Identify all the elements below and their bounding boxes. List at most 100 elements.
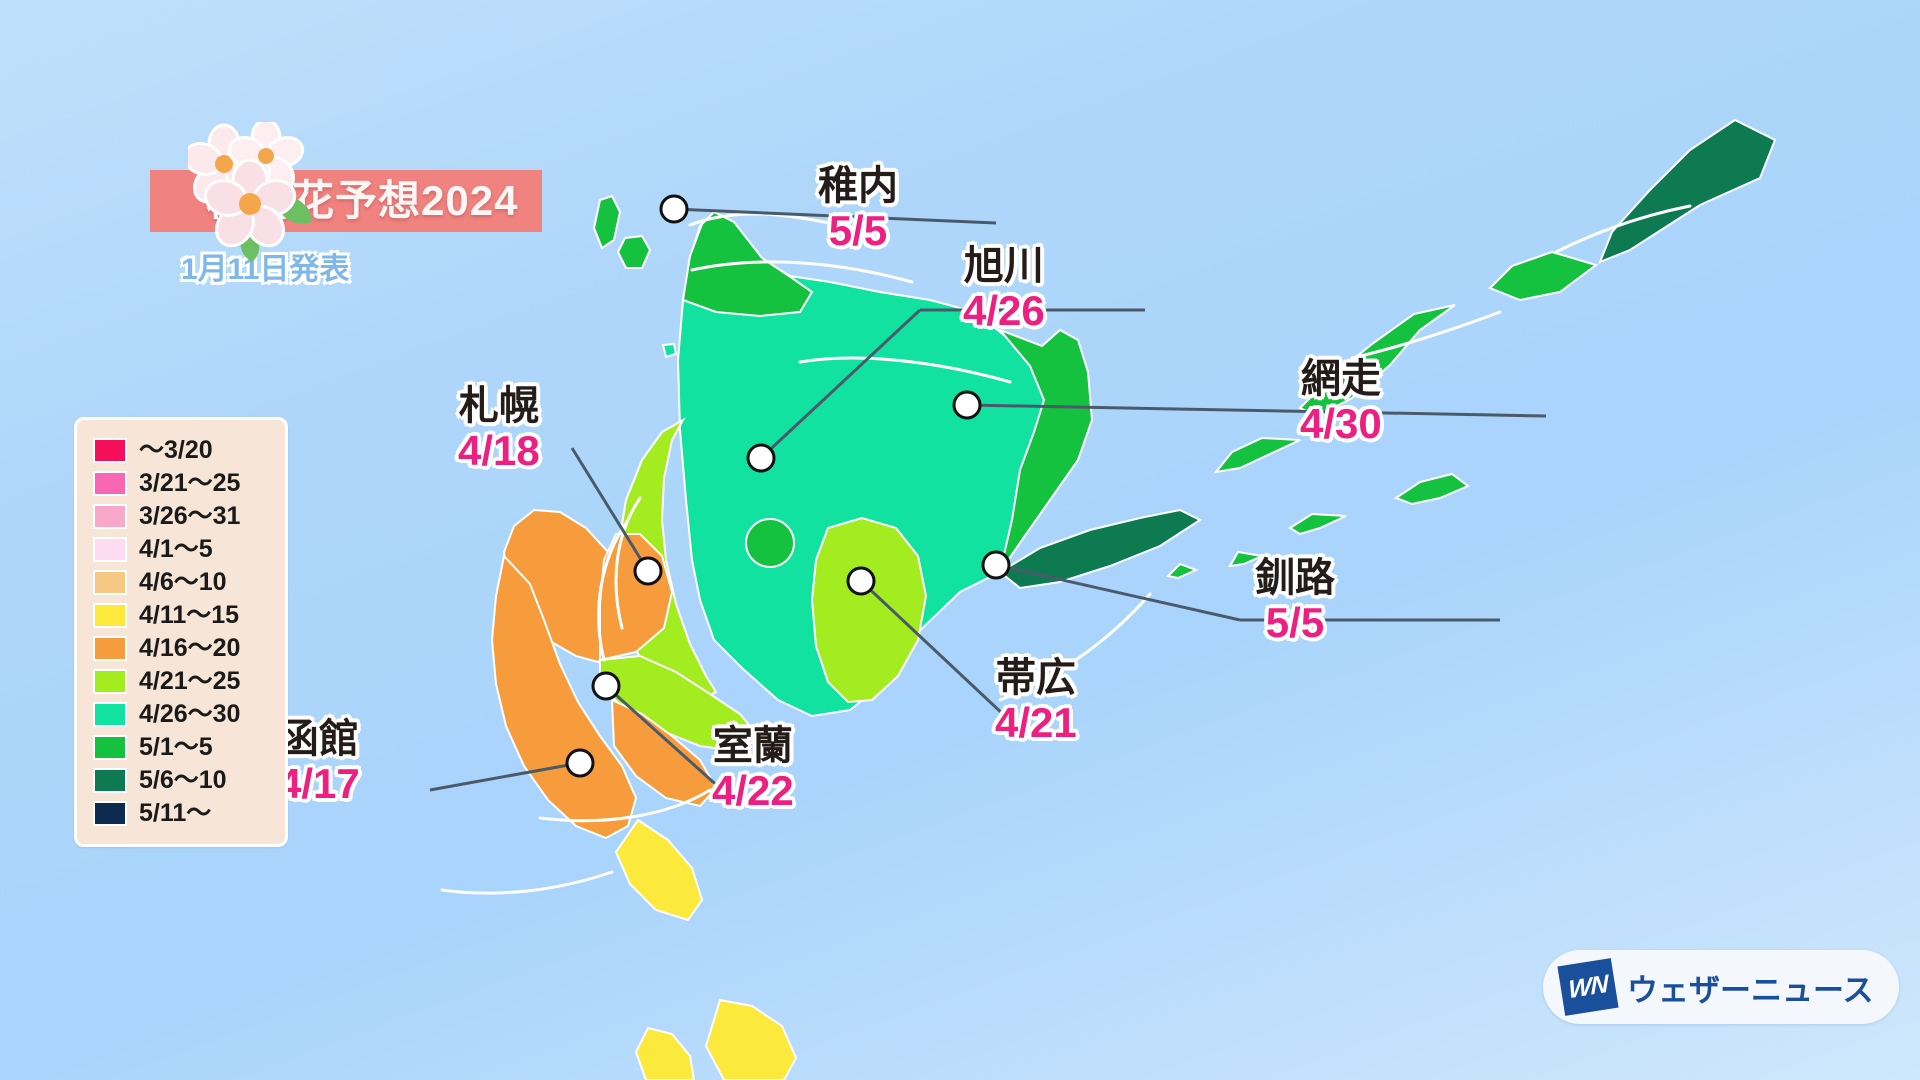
city-dot-obihiro	[846, 566, 876, 596]
city-dot-wakkanai	[659, 194, 689, 224]
isoline-sapporo	[614, 496, 642, 630]
city-name: 函館	[278, 717, 359, 761]
legend-swatch	[93, 504, 127, 529]
weathernews-logo[interactable]: WN ウェザーニュース	[1543, 950, 1900, 1024]
city-bloom-date: 4/22	[712, 767, 794, 814]
region-alpine-dot	[745, 518, 795, 568]
legend-label: 4/11〜15	[139, 601, 240, 629]
region-5-6-10-southeast	[998, 508, 1203, 590]
isoline-south	[538, 788, 712, 823]
legend-swatch	[93, 669, 127, 694]
isoline-north-2	[690, 260, 914, 284]
announcement-date: 1月11日発表	[181, 253, 350, 286]
legend-row: 5/6〜10	[93, 764, 273, 797]
island-habomai-a	[1288, 512, 1347, 536]
cherry-blossom-icon	[188, 122, 312, 262]
title-banner: 桜開花予想2024	[150, 122, 542, 262]
legend-row: 4/6〜10	[93, 566, 273, 599]
legend-row: 〜3/20	[93, 434, 273, 467]
isoline-southwest	[440, 870, 614, 895]
legend-label: 5/1〜5	[139, 733, 213, 761]
legend-row: 3/21〜25	[93, 467, 273, 500]
city-name: 網走	[1300, 357, 1381, 401]
legend-swatch	[93, 768, 127, 793]
legend-label: 3/21〜25	[139, 469, 241, 497]
city-name: 旭川	[963, 244, 1044, 288]
legend-swatch	[93, 603, 127, 628]
island-group-northeast	[1165, 118, 1777, 580]
city-dot-abashiri	[952, 390, 982, 420]
city-dot-kushiro	[981, 550, 1011, 580]
city-label-group: 釧路 5/5	[1255, 557, 1335, 645]
island-okushiri-dot-a	[661, 342, 678, 359]
city-dot-muroran	[591, 671, 621, 701]
city-bloom-date: 4/26	[963, 287, 1045, 334]
city-bloom-date: 4/17	[278, 760, 360, 807]
city-label-group: 室蘭 4/22	[712, 725, 794, 813]
island-shikotan	[1393, 472, 1470, 506]
isoline-northeast	[1554, 204, 1692, 254]
legend-swatch	[93, 636, 127, 661]
city-marker-group	[565, 194, 1011, 778]
wn-logo-text: WN	[1568, 969, 1608, 1004]
island-etorofu-tip	[1488, 250, 1599, 302]
legend-row: 4/21〜25	[93, 665, 273, 698]
legend-label: 4/16〜20	[139, 634, 241, 662]
legend-label: 3/26〜31	[139, 502, 241, 530]
brand-name: ウェザーニュース	[1627, 972, 1874, 1008]
region-4-11-15-south-b	[704, 998, 798, 1080]
region-4-16-20-oshima-south	[490, 553, 638, 840]
city-name: 稚内	[818, 164, 898, 208]
city-dot-sapporo	[633, 556, 663, 586]
region-4-11-15-south-c	[634, 1026, 696, 1080]
city-label-group: 帯広 4/21	[995, 657, 1077, 745]
legend-label: 4/6〜10	[139, 568, 227, 596]
title-block: 桜開花予想2024 1月11日発表	[55, 122, 575, 288]
isoline-kuril	[1350, 310, 1502, 360]
legend-row: 3/26〜31	[93, 500, 273, 533]
legend-label: 5/6〜10	[139, 766, 227, 794]
isoline-east	[998, 592, 1152, 702]
leader-line-muroran	[604, 684, 724, 792]
city-name: 釧路	[1255, 556, 1335, 600]
leader-line-hakodate	[429, 761, 581, 792]
leader-line-group	[429, 207, 1547, 792]
legend-row: 4/11〜15	[93, 599, 273, 632]
legend-label: 〜3/20	[139, 436, 213, 464]
island-small-offshore	[1165, 562, 1199, 580]
isoline-west	[798, 356, 1012, 384]
leader-line-obihiro	[859, 579, 1007, 718]
region-4-21-25-obihiro	[810, 516, 928, 704]
city-bloom-date: 4/18	[458, 427, 540, 474]
island-chain-b	[1213, 436, 1301, 474]
legend-swatch	[93, 537, 127, 562]
city-dot-asahikawa	[746, 443, 776, 473]
legend-swatch	[93, 702, 127, 727]
island-rishiri	[616, 234, 652, 269]
city-label-group: 稚内 5/5	[818, 165, 898, 253]
city-dot-hakodate	[565, 748, 595, 778]
legend-label: 5/11〜	[139, 799, 212, 827]
city-bloom-date: 4/30	[1300, 400, 1382, 447]
legend-row: 4/26〜30	[93, 698, 273, 731]
legend-swatch	[93, 438, 127, 463]
legend-panel: 〜3/20 3/21〜25 3/26〜31 4/1〜5 4/6〜10 4/11〜15 4/1…	[74, 417, 288, 847]
legend-label: 4/1〜5	[139, 535, 213, 563]
city-label-group: 旭川 4/26	[963, 245, 1045, 333]
isoline-westcoast	[597, 518, 630, 662]
leader-line-asahikawa	[759, 308, 922, 460]
legend-row: 4/16〜20	[93, 632, 273, 665]
island-rebun	[592, 194, 622, 250]
city-bloom-date: 5/5	[828, 207, 888, 254]
leader-line-wakkanai	[673, 207, 997, 225]
legend-row: 4/1〜5	[93, 533, 273, 566]
legend-row: 5/1〜5	[93, 731, 273, 764]
region-5-1-5-east	[996, 327, 1094, 573]
leader-line-abashiri	[966, 403, 1547, 418]
city-bloom-date: 4/21	[995, 699, 1077, 746]
leader-line-kushiro	[995, 563, 1241, 622]
city-label-group: 函館 4/17	[278, 718, 360, 806]
legend-swatch	[93, 570, 127, 595]
region-4-16-20-east-spur	[610, 698, 718, 808]
legend-row: 5/11〜	[93, 797, 273, 830]
